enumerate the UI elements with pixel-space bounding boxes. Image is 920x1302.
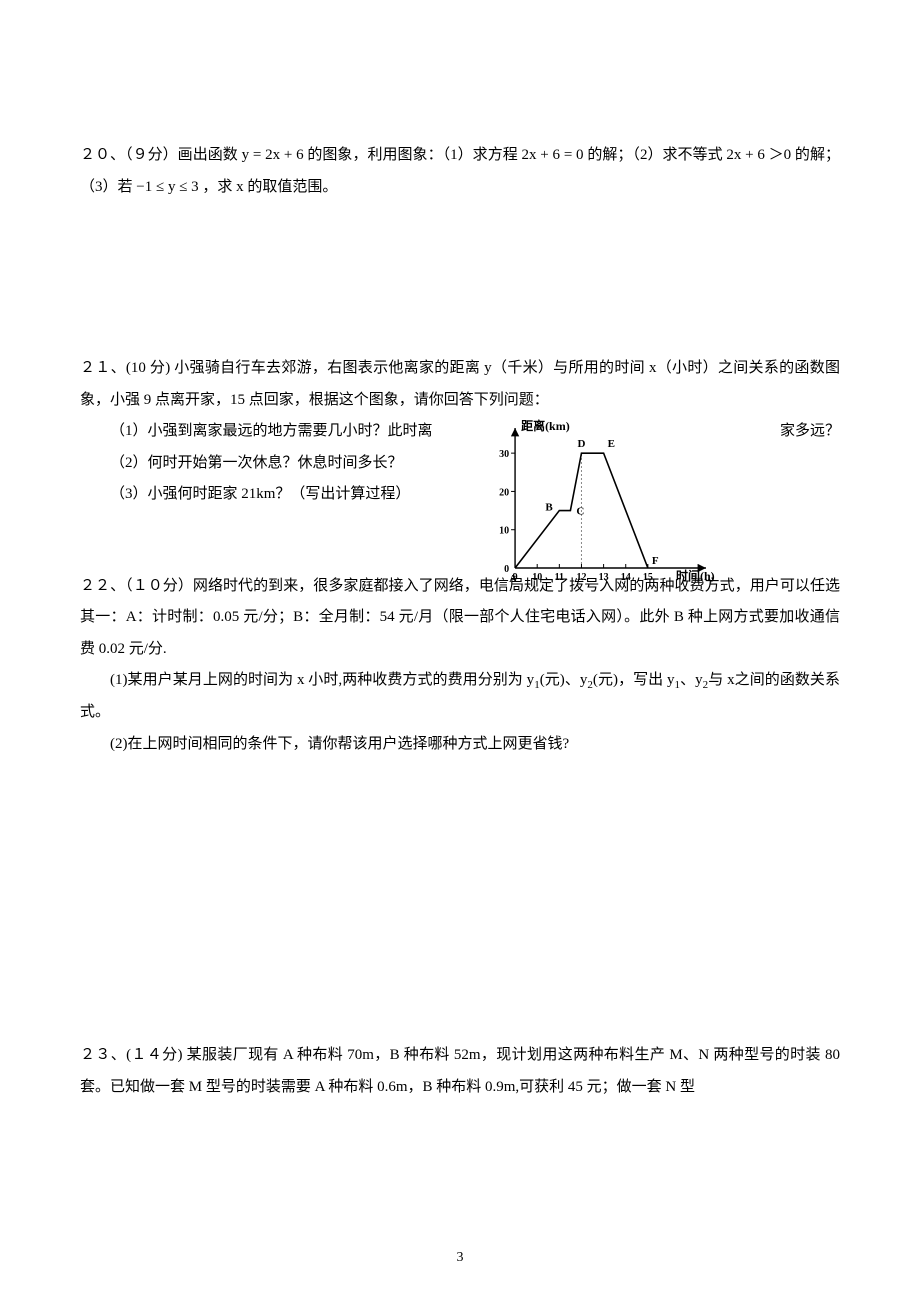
svg-text:12: 12 — [576, 572, 586, 583]
svg-text:10: 10 — [532, 572, 542, 583]
svg-text:14: 14 — [621, 572, 631, 583]
q21-p1-left: （1）小强到离家最远的地方需要几小时？此时离 — [80, 416, 433, 448]
q22-p2: (2)在上网时间相同的条件下，请你帮该用户选择哪种方式上网更省钱? — [80, 729, 840, 761]
svg-text:时间(h): 时间(h) — [676, 568, 715, 583]
page: ２０、（９分）画出函数 y = 2x + 6 的图象，利用图象：（1）求方程 2… — [0, 0, 920, 1302]
svg-text:E: E — [608, 438, 615, 450]
svg-text:F: F — [652, 555, 659, 567]
q22-p1c: (元)，写出 y — [593, 672, 675, 688]
chart-svg: 01020309101112131415距离(km)时间(h)ABCDEF — [470, 416, 730, 596]
q21-p1-right: 家多远？ — [750, 416, 840, 448]
svg-text:15: 15 — [643, 572, 653, 583]
svg-text:11: 11 — [555, 572, 564, 583]
q22-p1: (1)某用户某月上网的时间为 x 小时,两种收费方式的费用分别为 y1(元)、y… — [80, 665, 840, 729]
q23-text: ２３、(１４分) 某服装厂现有 A 种布料 70m，B 种布料 52m，现计划用… — [80, 1040, 840, 1103]
q21-head: ２１、(10 分) 小强骑自行车去郊游，右图表示他离家的距离 y（千米）与所用的… — [80, 353, 840, 416]
q22-p1b: (元)、y — [540, 672, 588, 688]
svg-text:A: A — [509, 573, 517, 585]
page-number: 3 — [0, 1243, 920, 1272]
q20-text: ２０、（９分）画出函数 y = 2x + 6 的图象，利用图象：（1）求方程 2… — [80, 140, 840, 203]
q22-p1d: 、y — [680, 672, 703, 688]
distance-time-chart: 01020309101112131415距离(km)时间(h)ABCDEF — [470, 416, 730, 596]
svg-text:30: 30 — [499, 449, 509, 460]
q22-p1a: (1)某用户某月上网的时间为 x 小时,两种收费方式的费用分别为 y — [110, 672, 534, 688]
svg-text:D: D — [577, 438, 585, 450]
spacer — [80, 203, 840, 353]
svg-text:13: 13 — [599, 572, 609, 583]
svg-text:距离(km): 距离(km) — [521, 418, 570, 433]
svg-text:B: B — [545, 502, 553, 514]
svg-text:10: 10 — [499, 526, 509, 537]
svg-text:20: 20 — [499, 487, 509, 498]
spacer — [80, 760, 840, 1040]
svg-text:C: C — [576, 506, 584, 518]
